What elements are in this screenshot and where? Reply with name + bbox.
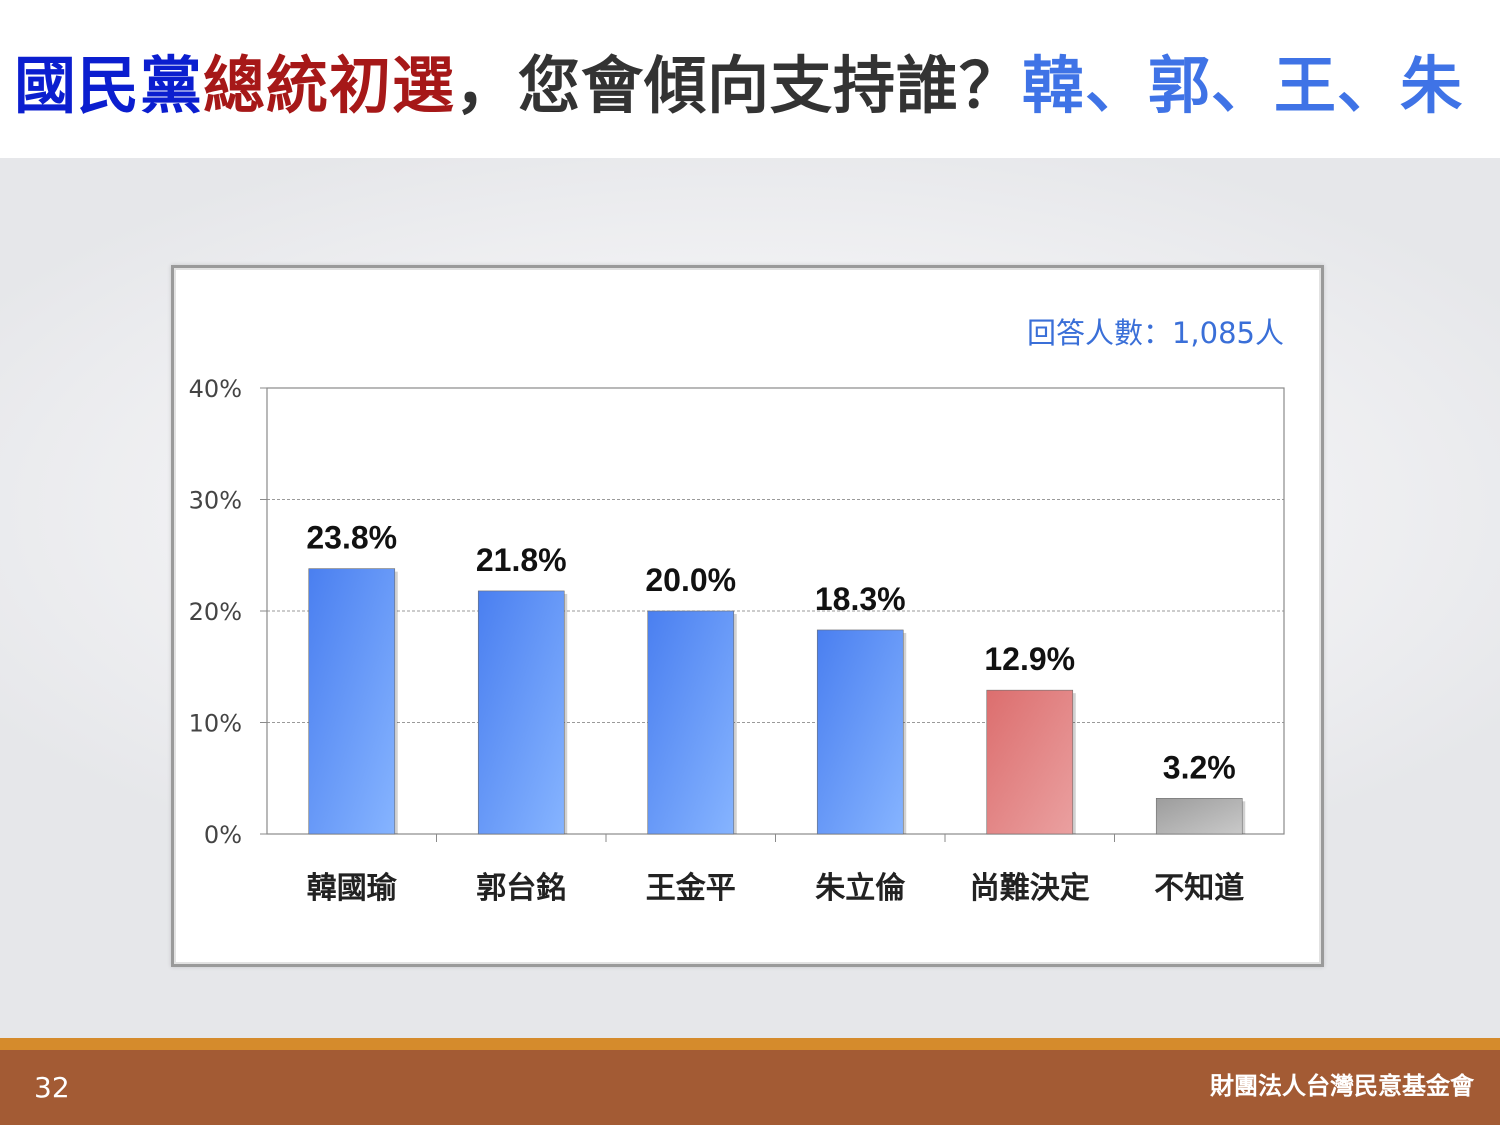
title-band: 國民黨總統初選，您會傾向支持誰？韓、郭、王、朱 — [0, 0, 1500, 158]
data-label: 12.9% — [984, 641, 1075, 677]
y-tick-label: 40% — [189, 375, 242, 403]
page-number: 32 — [34, 1071, 70, 1104]
data-label: 23.8% — [306, 520, 397, 556]
x-category-label: 王金平 — [646, 871, 736, 906]
data-label: 3.2% — [1163, 749, 1236, 785]
chart-frame: 回答人數：1,085人 0% 10% 20% 30% 40% 23.8% 韓國瑜 21.8% 郭台… — [171, 265, 1324, 967]
x-category-label: 不知道 — [1154, 871, 1244, 906]
bar-1 — [308, 568, 396, 835]
slide-title: 國民黨總統初選，您會傾向支持誰？韓、郭、王、朱 — [14, 46, 1463, 126]
bar-5 — [986, 689, 1074, 835]
data-label: 20.0% — [645, 562, 736, 598]
title-part-party: 國民黨 — [14, 49, 204, 122]
title-part-candidates: 韓、郭、王、朱 — [1022, 49, 1464, 122]
response-count-note: 回答人數：1,085人 — [1027, 316, 1284, 350]
bar-2 — [477, 590, 565, 835]
x-category-label: 朱立倫 — [815, 871, 906, 906]
x-category-label: 尚難決定 — [970, 871, 1090, 906]
footer-stripe — [0, 1038, 1500, 1050]
x-category-label: 郭台銘 — [476, 871, 566, 906]
bar-3 — [647, 610, 735, 835]
data-label: 18.3% — [815, 581, 906, 617]
bar-4 — [816, 629, 904, 835]
bar-chart: 回答人數：1,085人 0% 10% 20% 30% 40% 23.8% 韓國瑜 21.8% 郭台… — [189, 316, 1285, 906]
y-tick-label: 20% — [189, 598, 242, 626]
bar-6 — [1155, 798, 1243, 835]
y-tick-label: 10% — [189, 710, 242, 738]
y-tick-label: 0% — [204, 821, 242, 849]
x-category-label: 韓國瑜 — [307, 871, 398, 906]
data-label: 21.8% — [476, 542, 567, 578]
organization-name: 財團法人台灣民意基金會 — [1210, 1072, 1474, 1100]
title-part-question: ，您會傾向支持誰？ — [455, 49, 1023, 122]
footer-bar — [0, 1050, 1500, 1125]
y-tick-label: 30% — [189, 487, 242, 515]
title-part-primary: 總統初選 — [203, 49, 456, 122]
